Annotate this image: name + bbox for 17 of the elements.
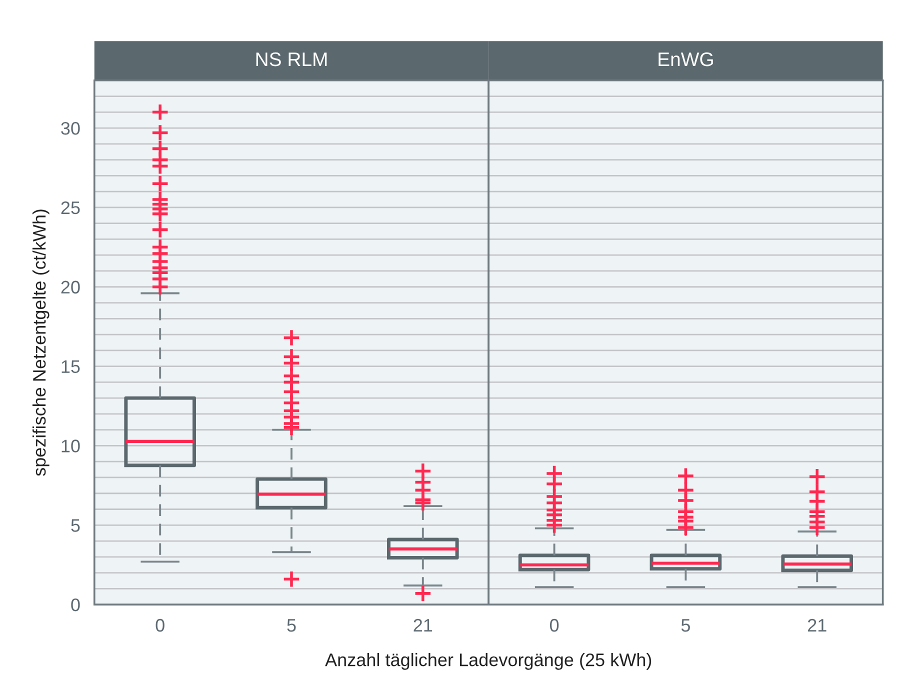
x-tick-label: 0 [156, 618, 164, 632]
y-tick-label: 20 [61, 280, 80, 294]
x-axis-title: Anzahl täglicher Ladevorgänge (25 kWh) [325, 652, 652, 670]
y-tick-label: 15 [62, 360, 80, 374]
y-axis-title: spezifische Netzentgelte (ct/kWh) [32, 210, 50, 476]
x-tick-label: 21 [414, 618, 432, 632]
chart-title: NS RLM [256, 52, 327, 66]
y-tick-label: 10 [62, 440, 80, 452]
y-tick-label: 5 [71, 519, 80, 532]
x-tick-label: 5 [681, 619, 690, 632]
x-tick-label: 5 [287, 619, 296, 632]
chart-title: EnWG [658, 52, 713, 66]
y-tick-label: 30 [61, 122, 80, 135]
y-tick-label: 0 [71, 598, 80, 612]
x-tick-label: 0 [550, 618, 559, 632]
y-tick-label: 25 [61, 201, 80, 214]
x-tick-label: 21 [808, 618, 826, 632]
